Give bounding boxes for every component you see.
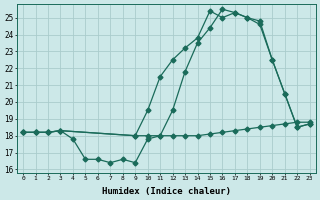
X-axis label: Humidex (Indice chaleur): Humidex (Indice chaleur) xyxy=(102,187,231,196)
